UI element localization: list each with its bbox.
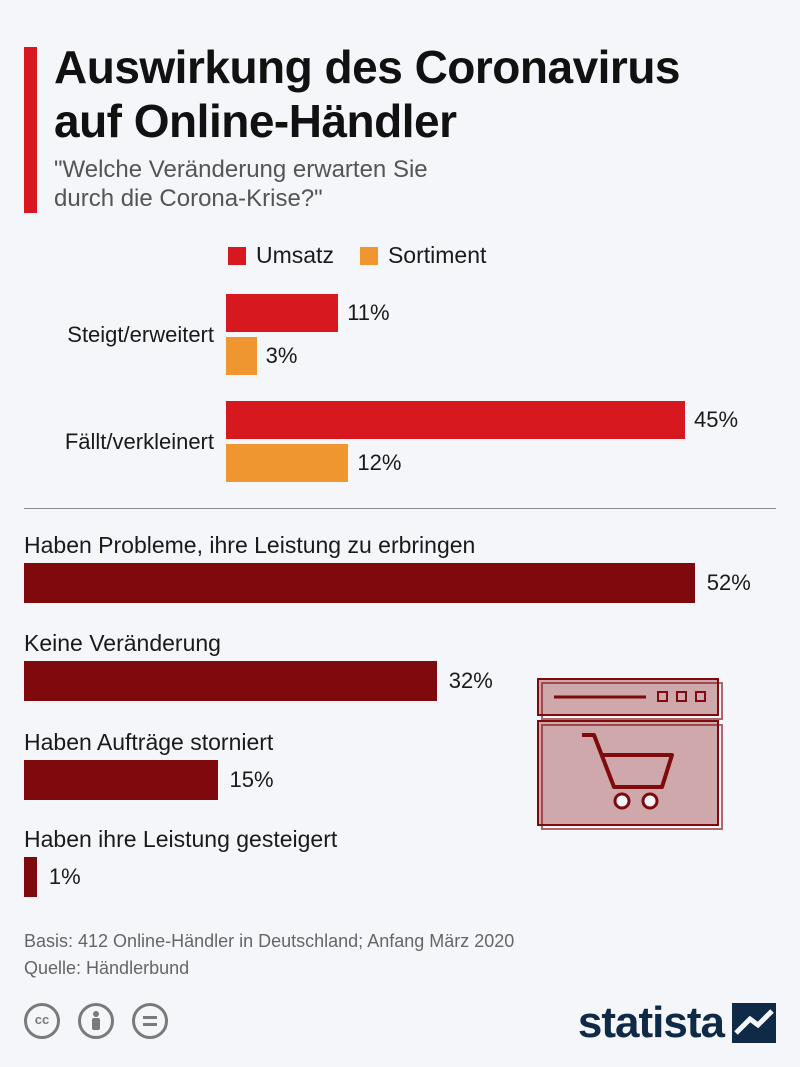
- logo-text: statista: [577, 998, 725, 1047]
- data-label: 11%: [347, 300, 390, 325]
- data-label: 32%: [448, 668, 493, 693]
- bar-sortiment: [226, 444, 349, 482]
- bar: [24, 857, 37, 897]
- statista-logo[interactable]: statista: [578, 998, 776, 1048]
- bar: [24, 661, 437, 701]
- cc-icon[interactable]: cc: [24, 1003, 60, 1039]
- category-label: Haben Probleme, ihre Leistung zu erbring…: [24, 532, 476, 558]
- footer-basis: Basis: 412 Online-Händler in Deutschland…: [24, 931, 515, 951]
- legend-label-sortiment: Sortiment: [387, 242, 487, 268]
- category-label: Haben Aufträge storniert: [24, 729, 274, 755]
- title-line-1: Auswirkung des Coronavirus: [54, 41, 681, 93]
- data-label: 1%: [48, 864, 81, 889]
- subtitle-line-2: durch die Corona-Krise?": [54, 185, 323, 212]
- category-label: Haben ihre Leistung gesteigert: [24, 826, 338, 852]
- data-label: 15%: [229, 767, 274, 792]
- section-divider: [24, 508, 776, 509]
- bar: [24, 563, 695, 603]
- category-label: Fällt/verkleinert: [64, 428, 214, 454]
- legend-item-sortiment: Sortiment: [359, 242, 487, 269]
- data-label: 3%: [265, 343, 298, 368]
- legend-item-umsatz: Umsatz: [228, 242, 334, 269]
- footer-source: Quelle: Händlerbund: [24, 958, 190, 978]
- category-label: Keine Veränderung: [24, 630, 221, 656]
- chart-subtitle: "Welche Veränderung erwarten Sie durch d…: [54, 155, 428, 213]
- data-label: 45%: [694, 407, 739, 432]
- person-icon[interactable]: [78, 1003, 114, 1039]
- equals-icon[interactable]: [132, 1003, 168, 1039]
- bar-sortiment: [226, 337, 257, 375]
- legend-label-umsatz: Umsatz: [256, 242, 334, 268]
- subtitle-line-1: "Welche Veränderung erwarten Sie: [54, 156, 428, 183]
- chart-title: Auswirkung des Coronavirus auf Online-Hä…: [54, 40, 681, 148]
- bar-umsatz: [226, 294, 339, 332]
- license-icons: cc: [24, 1003, 186, 1039]
- legend-swatch-sortiment: [359, 246, 378, 265]
- bar-umsatz: [226, 401, 685, 439]
- data-label: 52%: [706, 570, 751, 595]
- category-label: Steigt/erweitert: [67, 321, 214, 347]
- title-line-2: auf Online-Händler: [54, 95, 457, 147]
- legend-swatch-umsatz: [228, 246, 246, 265]
- logo-mark-icon: [732, 1003, 776, 1043]
- title-accent-bar: [24, 47, 37, 213]
- bar: [24, 760, 218, 800]
- legend: Umsatz Sortiment: [228, 242, 512, 269]
- shopping-cart-browser-icon: [537, 678, 723, 830]
- data-label: 12%: [357, 450, 402, 475]
